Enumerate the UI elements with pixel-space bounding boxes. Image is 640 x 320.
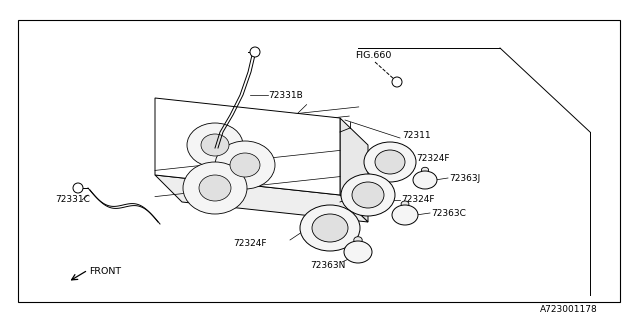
Ellipse shape: [392, 205, 418, 225]
Text: 72324F: 72324F: [233, 238, 266, 247]
Text: FIG.660: FIG.660: [355, 51, 392, 60]
Ellipse shape: [183, 162, 247, 214]
Ellipse shape: [421, 167, 429, 173]
Text: A723001178: A723001178: [540, 306, 598, 315]
Ellipse shape: [199, 175, 231, 201]
Ellipse shape: [344, 241, 372, 263]
Text: 72331C: 72331C: [55, 196, 90, 204]
Circle shape: [392, 77, 402, 87]
Ellipse shape: [401, 201, 409, 207]
Bar: [18, 20, 620, 302]
Ellipse shape: [201, 134, 229, 156]
Text: 72363C: 72363C: [431, 209, 466, 218]
Ellipse shape: [215, 141, 275, 189]
Ellipse shape: [354, 237, 362, 243]
Ellipse shape: [341, 174, 395, 216]
Text: 72324F: 72324F: [401, 196, 435, 204]
Text: FRONT: FRONT: [89, 268, 121, 276]
Ellipse shape: [413, 171, 437, 189]
Text: 72363N: 72363N: [310, 260, 346, 269]
Ellipse shape: [187, 123, 243, 167]
Ellipse shape: [230, 153, 260, 177]
Polygon shape: [155, 175, 368, 222]
Circle shape: [73, 183, 83, 193]
Ellipse shape: [312, 214, 348, 242]
Text: 72331B: 72331B: [268, 91, 303, 100]
Ellipse shape: [352, 182, 384, 208]
Text: 72363J: 72363J: [449, 173, 480, 182]
Text: 72324F: 72324F: [416, 154, 449, 163]
Text: 72311: 72311: [402, 131, 431, 140]
Circle shape: [250, 47, 260, 57]
Polygon shape: [340, 118, 368, 222]
Ellipse shape: [375, 150, 405, 174]
Polygon shape: [155, 98, 340, 195]
Ellipse shape: [364, 142, 416, 182]
Ellipse shape: [300, 205, 360, 251]
